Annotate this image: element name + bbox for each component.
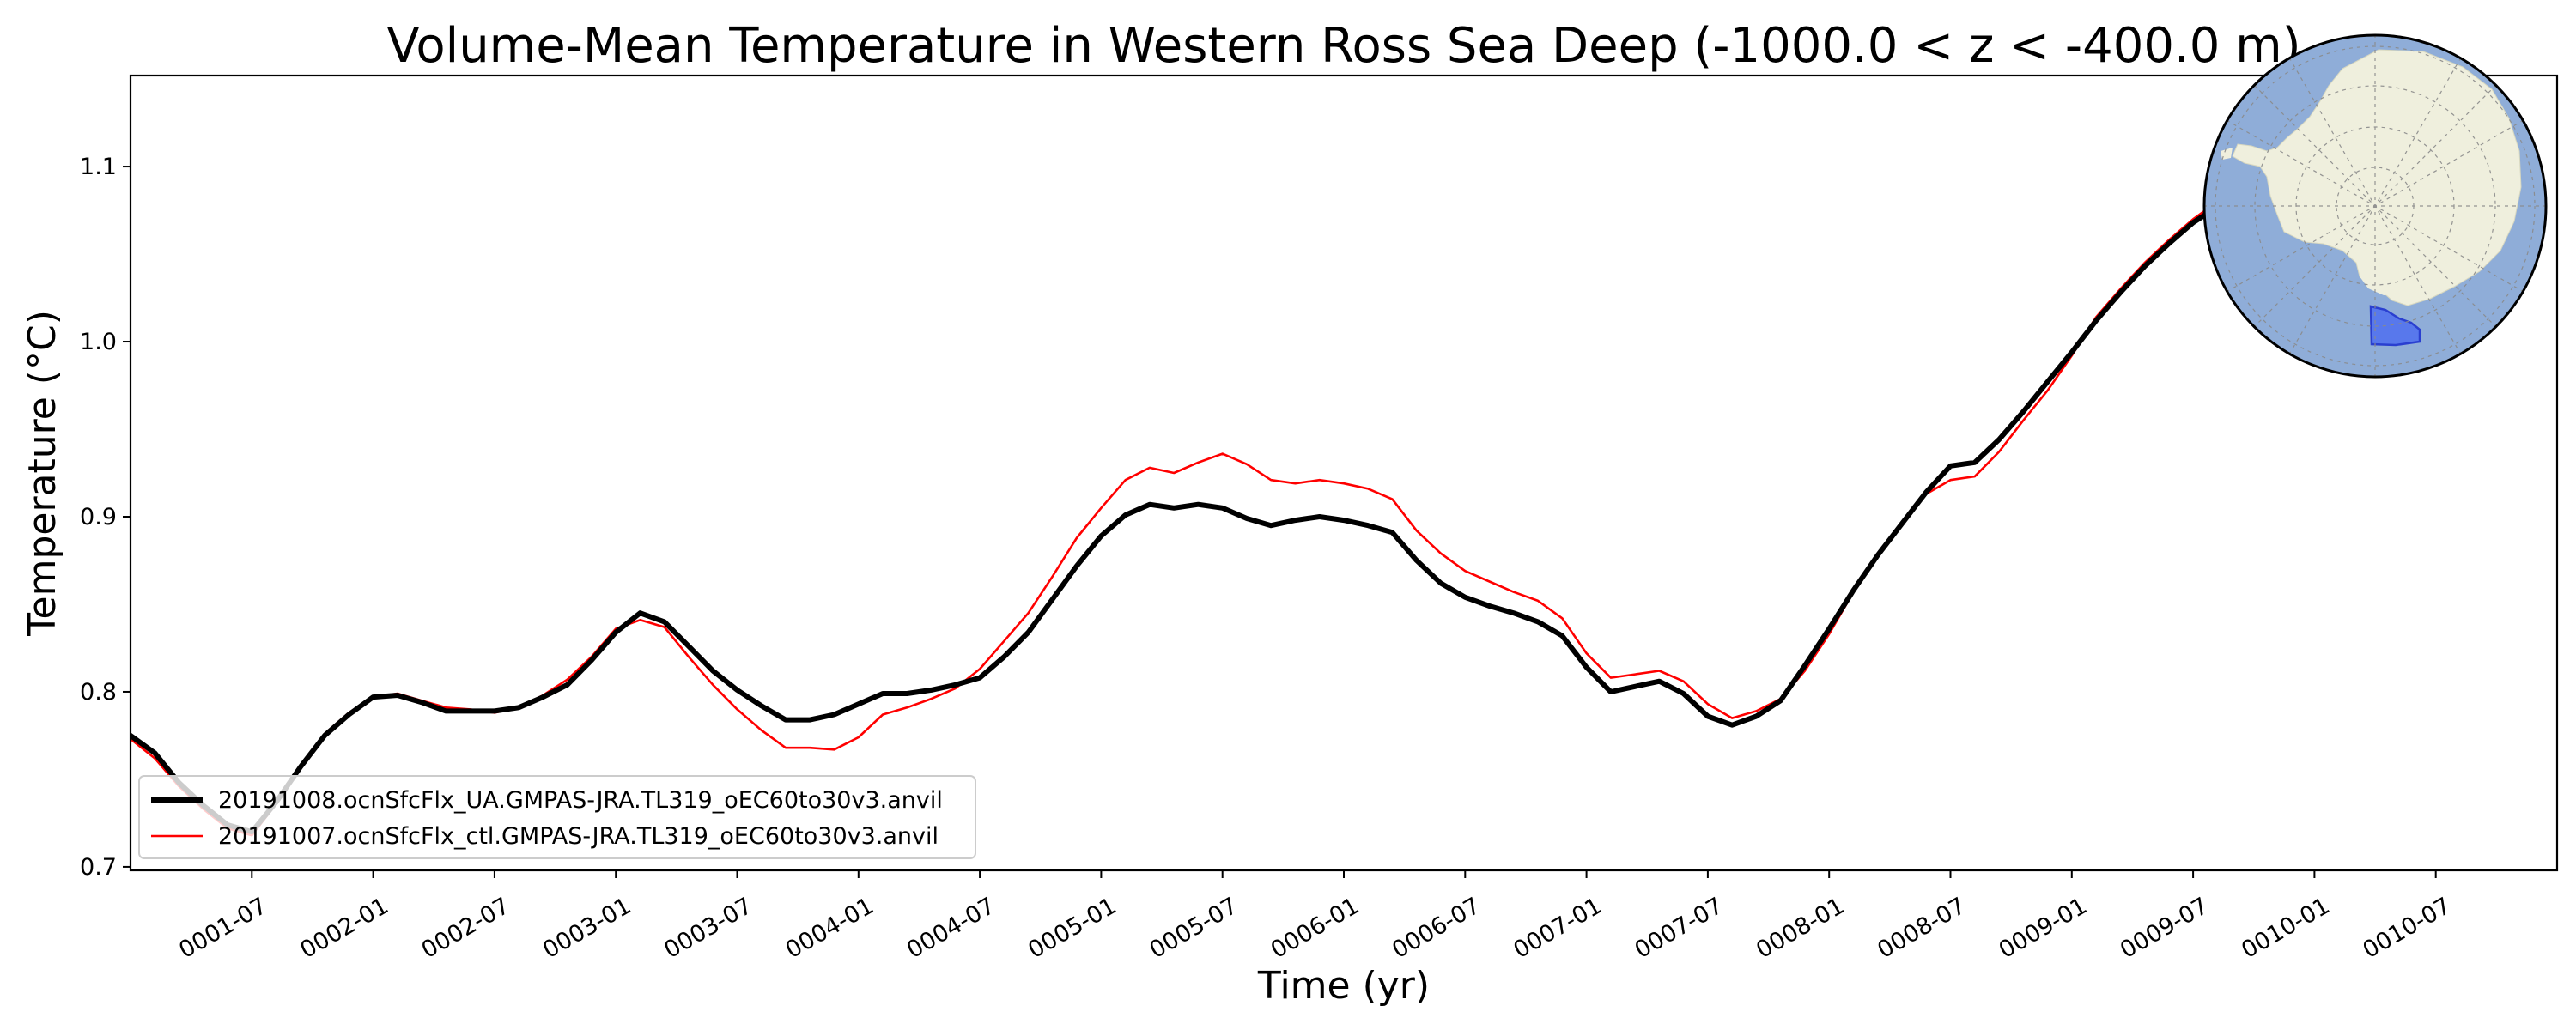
x-tick-label: 0009-01 bbox=[1995, 893, 2092, 964]
series-layer bbox=[131, 76, 2488, 837]
inset-map-border bbox=[2202, 33, 2548, 379]
x-tick-label: 0010-07 bbox=[2359, 893, 2456, 964]
x-axis: 0001-07 0002-01 0002-07 0003-01 0003-07 0004-… bbox=[174, 870, 2456, 964]
y-tick-label: 1.0 bbox=[80, 329, 117, 355]
legend-label-ctl: 20191007.ocnSfcFlx_ctl.GMPAS-JRA.TL319_o… bbox=[218, 823, 939, 850]
x-tick-label: 0005-07 bbox=[1145, 893, 1242, 964]
x-tick-label: 0007-07 bbox=[1631, 893, 1728, 964]
x-tick-label: 0002-07 bbox=[417, 893, 514, 964]
western-ross-sea-region bbox=[2369, 305, 2421, 347]
x-tick-label: 0008-01 bbox=[1752, 893, 1849, 964]
legend-label-ua: 20191008.ocnSfcFlx_UA.GMPAS-JRA.TL319_oE… bbox=[218, 787, 943, 814]
x-tick-label: 0006-01 bbox=[1267, 893, 1364, 964]
x-tick-label: 0001-07 bbox=[174, 893, 271, 964]
x-tick-label: 0007-01 bbox=[1510, 893, 1607, 964]
x-axis-label: Time (yr) bbox=[1257, 964, 1430, 1008]
y-axis: 0.7 0.8 0.9 1.0 1.1 bbox=[80, 154, 131, 881]
chart-title: Volume-Mean Temperature in Western Ross … bbox=[386, 18, 2300, 74]
y-tick-label: 0.8 bbox=[80, 679, 117, 706]
series-line-ctl bbox=[131, 76, 2488, 837]
legend-box bbox=[138, 775, 976, 859]
x-tick-label: 0009-07 bbox=[2116, 893, 2213, 964]
x-tick-label: 0010-01 bbox=[2237, 893, 2334, 964]
legend: 20191008.ocnSfcFlx_UA.GMPAS-JRA.TL319_oE… bbox=[138, 775, 976, 859]
y-tick-label: 0.9 bbox=[80, 504, 117, 530]
x-tick-label: 0003-07 bbox=[659, 893, 756, 964]
y-tick-label: 1.1 bbox=[80, 154, 117, 180]
graticule bbox=[2204, 35, 2546, 377]
x-tick-label: 0006-07 bbox=[1388, 893, 1485, 964]
x-tick-label: 0008-07 bbox=[1873, 893, 1970, 964]
inset-map bbox=[2202, 33, 2548, 379]
ross-ice-shelf bbox=[2360, 273, 2409, 295]
x-tick-label: 0004-07 bbox=[902, 893, 999, 964]
x-tick-label: 0004-01 bbox=[781, 893, 878, 964]
y-tick-label: 0.7 bbox=[80, 854, 117, 881]
x-tick-label: 0005-01 bbox=[1024, 893, 1121, 964]
x-tick-label: 0003-01 bbox=[538, 893, 635, 964]
x-tick-label: 0002-01 bbox=[296, 893, 393, 964]
y-axis-label: Temperature (°C) bbox=[21, 310, 64, 637]
series-line-ua bbox=[131, 76, 2480, 835]
plot-frame bbox=[129, 74, 2559, 872]
